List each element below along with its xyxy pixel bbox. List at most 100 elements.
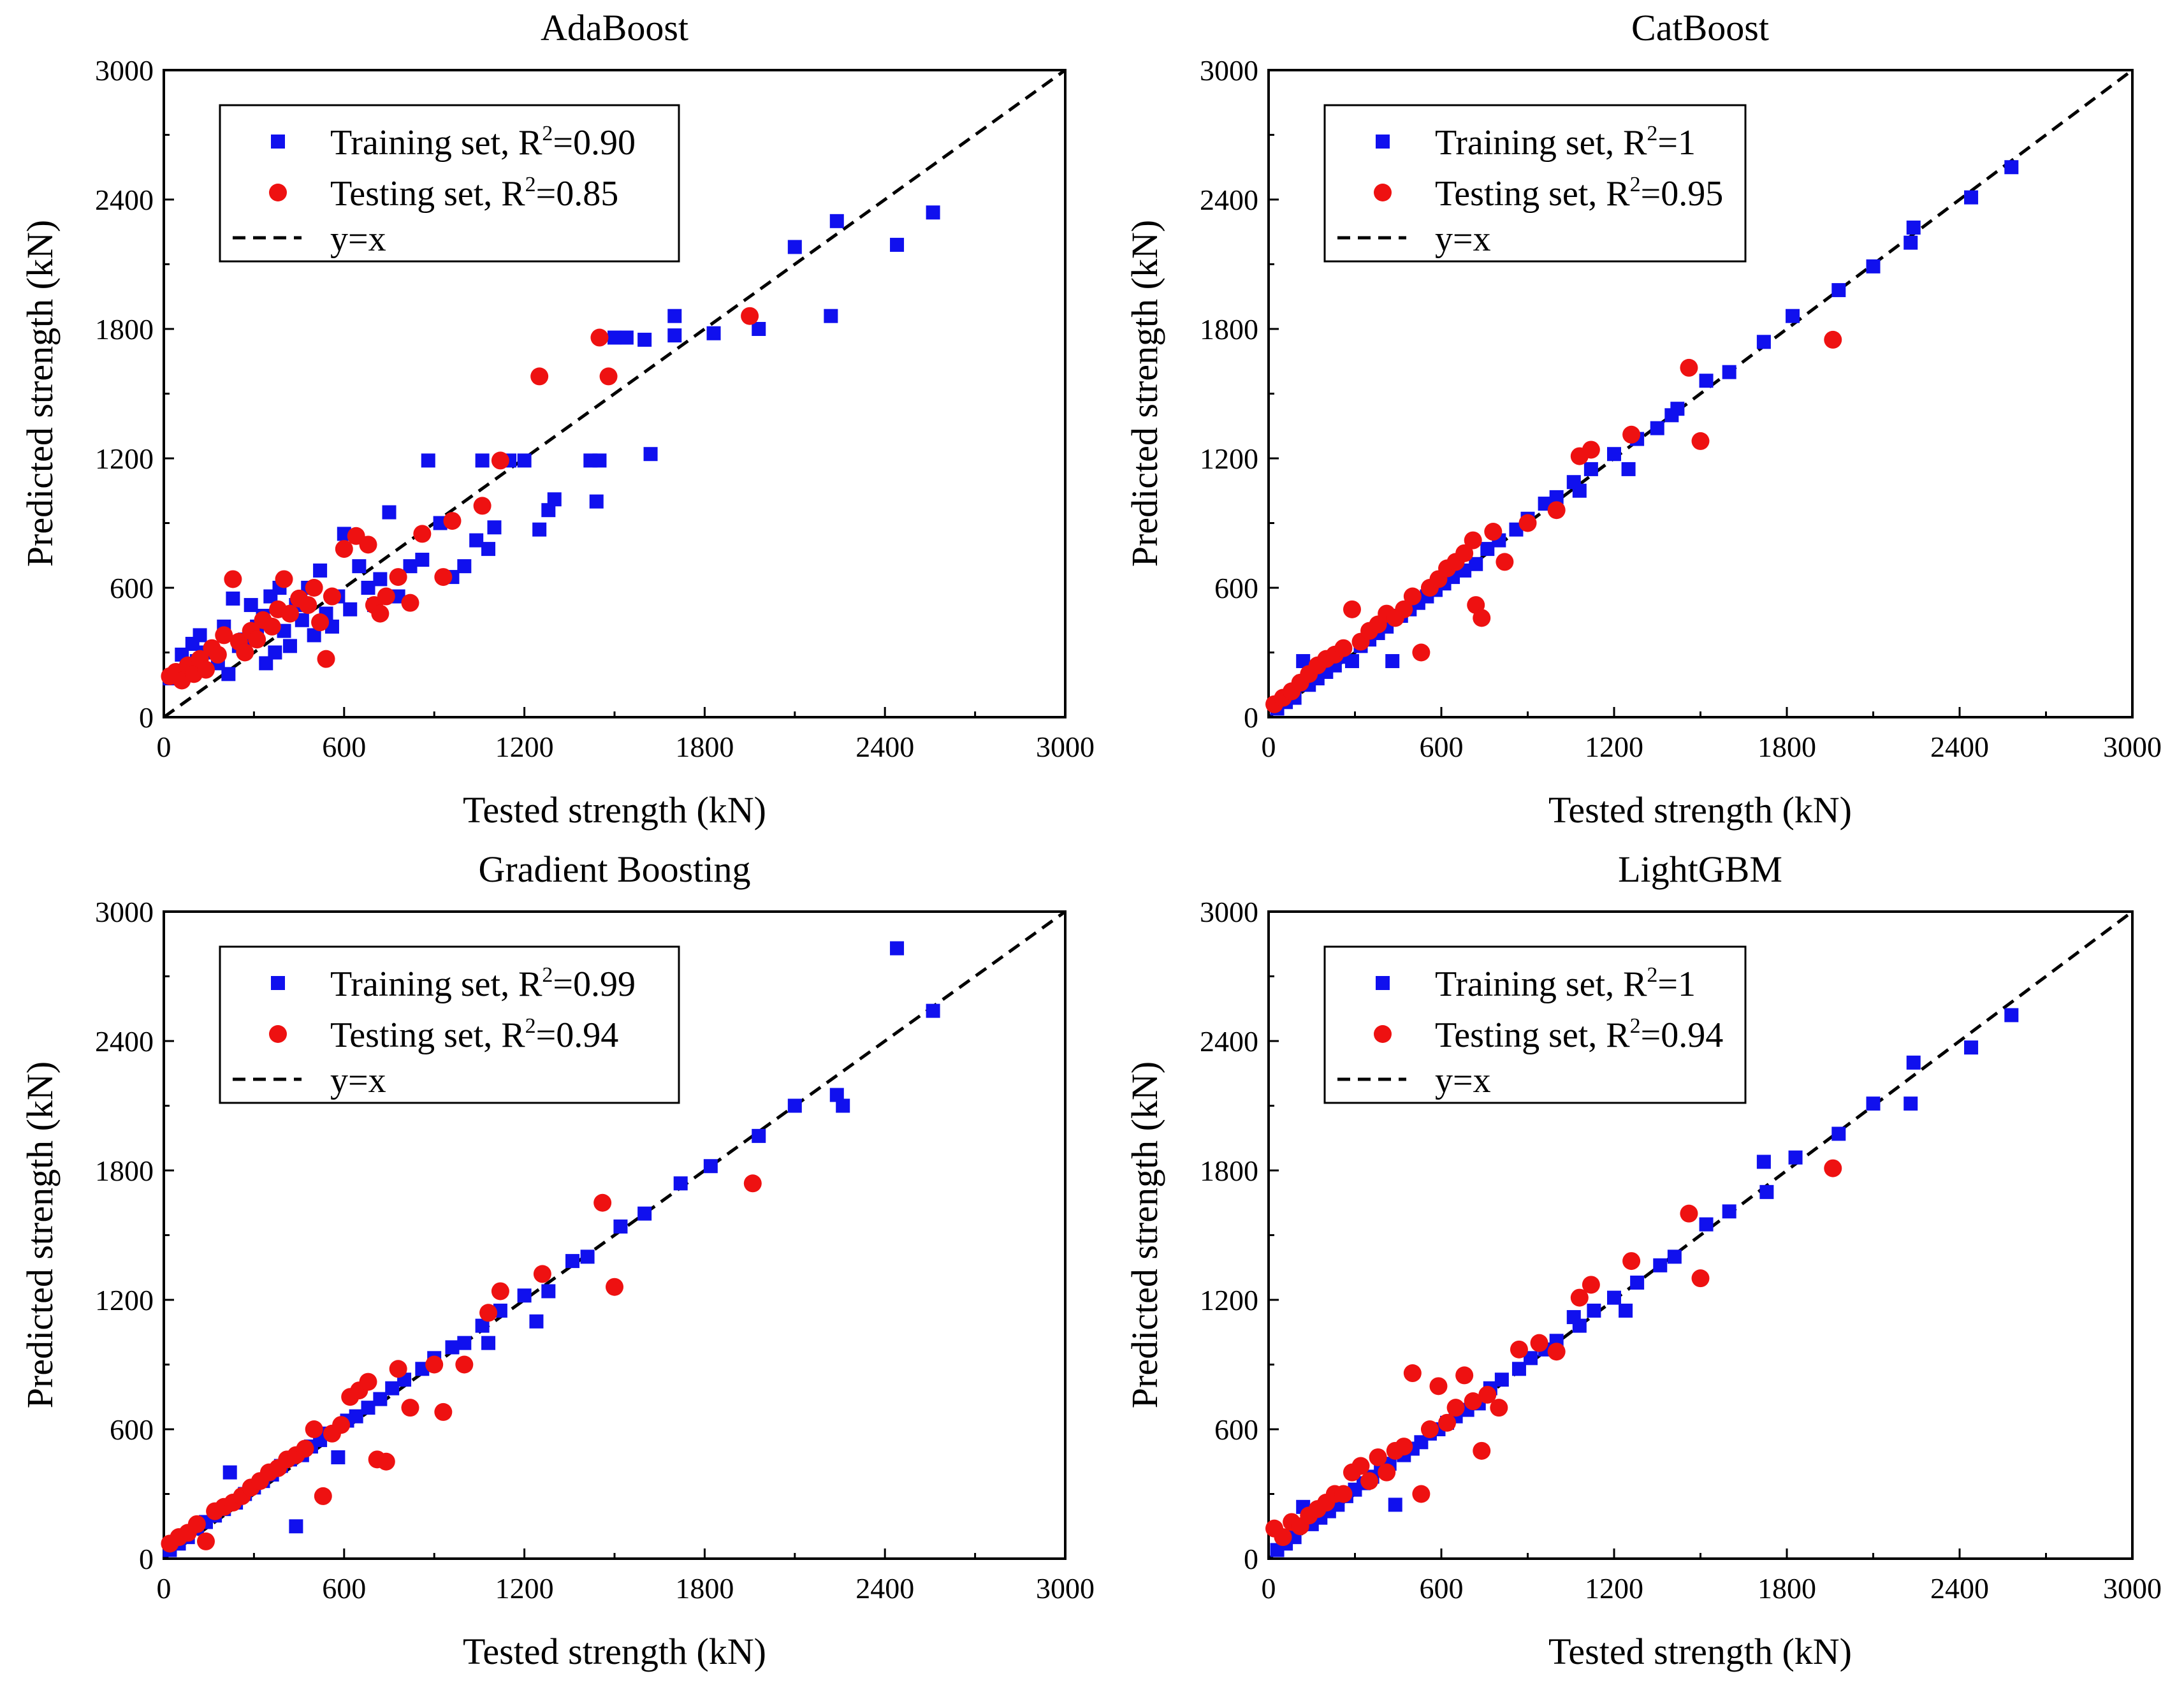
training-point (2004, 1008, 2019, 1023)
training-point (391, 589, 405, 604)
legend-test-marker (1374, 1025, 1392, 1043)
legend: Training set, R2=0.90 Testing set, R2=0.… (219, 104, 680, 263)
legend-train-label: Training set, R2=0.90 (330, 122, 636, 163)
testing-point (533, 1265, 551, 1283)
x-tick-label: 0 (1262, 731, 1276, 763)
training-point (752, 322, 766, 336)
training-point (1583, 462, 1598, 476)
training-point (619, 330, 634, 345)
identity-line (1267, 910, 2134, 1561)
testing-point (741, 307, 759, 325)
training-point (1653, 1258, 1668, 1272)
testing-point (332, 1416, 351, 1434)
training-point (1906, 1055, 1921, 1070)
legend-train-marker (1376, 135, 1390, 149)
testing-point (1680, 358, 1698, 377)
testing-point (1547, 501, 1566, 520)
training-point (1786, 309, 1800, 323)
training-point (541, 503, 556, 518)
testing-point (196, 660, 215, 679)
testing-point (1429, 1377, 1448, 1395)
legend: Training set, R2=0.99 Testing set, R2=0.… (219, 945, 680, 1104)
testing-point (1360, 1472, 1379, 1490)
legend: Training set, R2=1 Testing set, R2=0.94 … (1323, 945, 1747, 1104)
testing-point (1473, 1441, 1491, 1460)
x-tick-label: 2400 (1930, 731, 1989, 763)
y-tick-label: 600 (110, 1413, 154, 1446)
training-point (637, 1206, 652, 1221)
legend: Training set, R2=1 Testing set, R2=0.95 … (1323, 104, 1747, 263)
testing-point (317, 650, 335, 668)
legend-frame (1323, 104, 1747, 263)
legend-line-label: y=x (1435, 1061, 1491, 1100)
training-point (1831, 1126, 1846, 1141)
training-point (1572, 1318, 1587, 1333)
y-axis-label: Predicted strength (kN) (19, 220, 61, 567)
testing-point (606, 1278, 623, 1296)
testing-point (1455, 1366, 1474, 1385)
training-point (673, 1176, 688, 1191)
training-point (926, 1003, 940, 1018)
training-point (1904, 1096, 1918, 1111)
training-point (529, 1314, 544, 1329)
training-point (1699, 1217, 1714, 1232)
testing-point (1343, 600, 1361, 618)
y-tick-label: 1200 (1200, 442, 1258, 475)
training-point (1866, 1096, 1881, 1111)
training-point (1480, 542, 1495, 557)
x-tick-label: 2400 (855, 731, 914, 763)
testing-point (323, 587, 341, 606)
legend-test-marker (269, 184, 287, 201)
panel-title: LightGBM (1618, 849, 1782, 890)
x-axis-label: Tested strength (kN) (463, 789, 766, 831)
legend-test-marker (269, 1025, 287, 1043)
x-tick-label: 0 (1262, 1572, 1276, 1605)
testing-point (434, 568, 453, 586)
testing-point (1530, 1334, 1548, 1352)
training-point (343, 602, 358, 616)
training-point (706, 326, 721, 340)
legend-train-label: Training set, R2=1 (1435, 122, 1696, 163)
testing-point (1824, 1159, 1842, 1177)
training-point (1788, 1150, 1803, 1165)
testing-point (599, 367, 618, 386)
testing-point (389, 1360, 407, 1378)
testing-point (1351, 1457, 1370, 1475)
y-tick-label: 600 (1214, 1413, 1258, 1446)
training-point (787, 1098, 802, 1113)
testing-point (1496, 553, 1514, 571)
testing-point (389, 568, 407, 586)
legend-train-marker (1376, 976, 1390, 990)
training-point (565, 1254, 580, 1269)
training-point (517, 453, 532, 468)
testing-point (1334, 1485, 1353, 1503)
identity-line-path (1267, 68, 2134, 719)
training-point (667, 309, 682, 323)
training-point (589, 494, 604, 509)
testing-point (187, 1515, 206, 1533)
testing-point (1412, 643, 1431, 662)
testing-point (401, 594, 419, 612)
training-point (752, 1128, 766, 1143)
training-point (481, 542, 496, 557)
testing-point (275, 570, 293, 588)
x-tick-label: 0 (157, 1572, 171, 1605)
training-point (295, 613, 309, 627)
y-tick-label: 3000 (1200, 54, 1258, 87)
panel-catboost: CatBoost 0 600 1200 1800 2400 3000 0 600 1200 180… (1124, 7, 2162, 831)
testing-point (359, 535, 377, 554)
testing-point (248, 630, 266, 649)
training-point (1388, 1497, 1402, 1512)
y-tick-label: 3000 (1200, 896, 1258, 928)
y-tick-label: 3000 (95, 896, 154, 928)
training-point (361, 581, 375, 595)
testing-point (1473, 609, 1491, 627)
training-point (1831, 283, 1846, 298)
training-point (226, 591, 240, 606)
testing-point (1622, 1252, 1641, 1271)
training-point (475, 453, 490, 468)
legend-frame (219, 104, 680, 263)
testing-points (1265, 330, 1842, 713)
y-tick-label: 1800 (1200, 1155, 1258, 1187)
training-point (829, 1088, 844, 1102)
